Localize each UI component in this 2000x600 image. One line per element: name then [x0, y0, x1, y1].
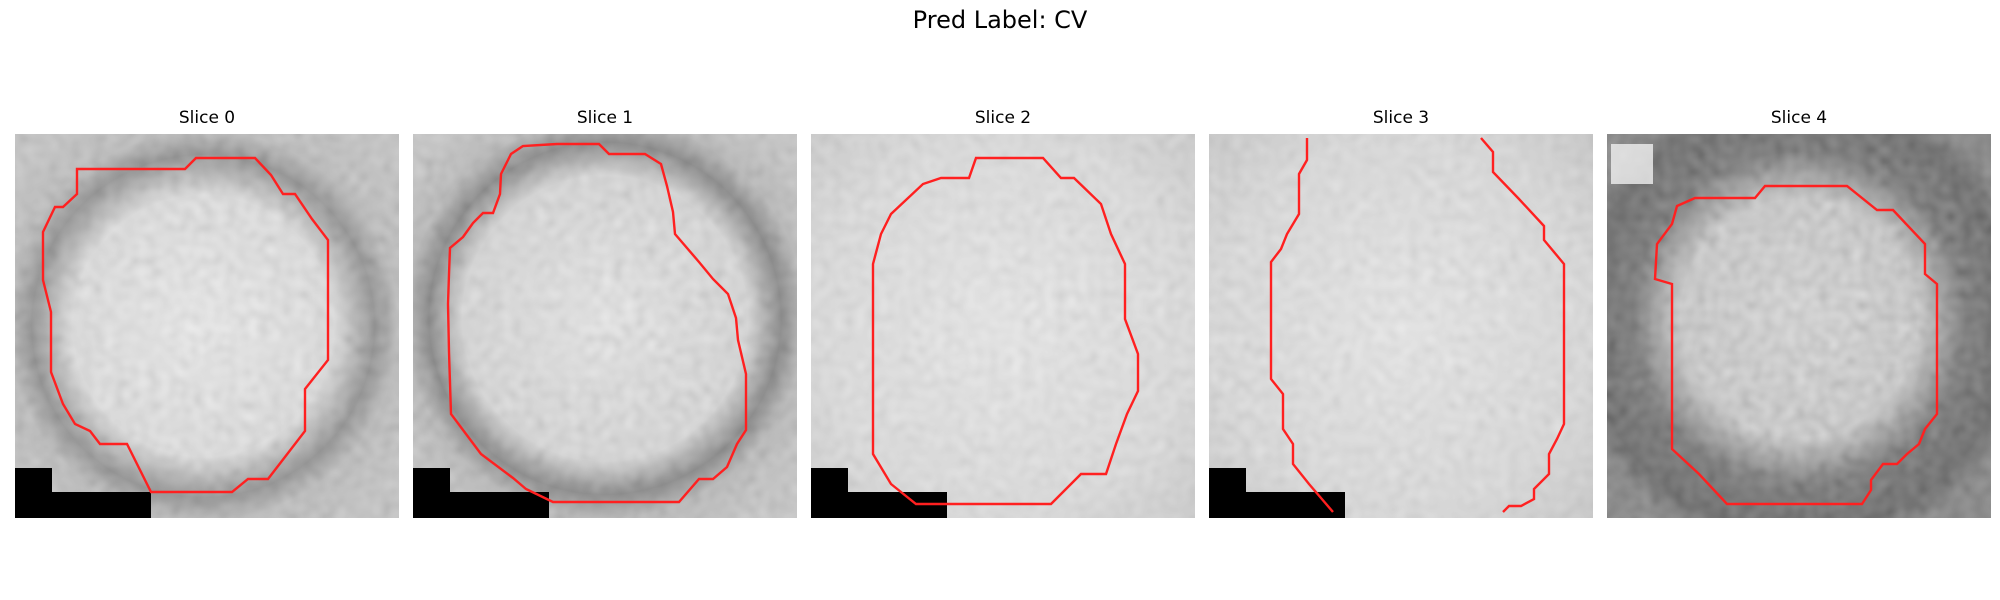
bright-corner-patch — [1611, 144, 1653, 184]
slice-image-2 — [811, 134, 1195, 518]
slice-title-1: Slice 1 — [576, 108, 634, 128]
slice-title-3: Slice 3 — [1372, 108, 1430, 128]
slice-image-3 — [1209, 134, 1593, 518]
slice-panel-1: Slice 1 — [413, 108, 797, 520]
contour-outline-left — [1269, 138, 1334, 513]
slice-panel-4: Slice 4 — [1607, 108, 1991, 520]
black-corner-region — [413, 468, 549, 518]
black-corner-region — [15, 468, 151, 518]
figure-title: Pred Label: CV — [912, 6, 1088, 34]
slice-image-1 — [413, 134, 797, 518]
contour-outline — [1653, 184, 1939, 506]
slice-title-2: Slice 2 — [974, 108, 1032, 128]
contour-outline — [871, 156, 1140, 506]
slice-panel-3: Slice 3 — [1209, 108, 1593, 520]
slice-image-0 — [15, 134, 399, 518]
black-corner-region — [811, 468, 947, 518]
black-corner-region — [1209, 468, 1345, 518]
contour-outline — [446, 142, 748, 504]
slice-panel-2: Slice 2 — [811, 108, 1195, 520]
slice-title-0: Slice 0 — [178, 108, 236, 128]
slice-title-4: Slice 4 — [1770, 108, 1828, 128]
contour-outline-right — [1480, 137, 1566, 513]
slice-image-4 — [1607, 134, 1991, 518]
slice-panel-0: Slice 0 — [15, 108, 399, 520]
contour-outline — [41, 156, 330, 494]
